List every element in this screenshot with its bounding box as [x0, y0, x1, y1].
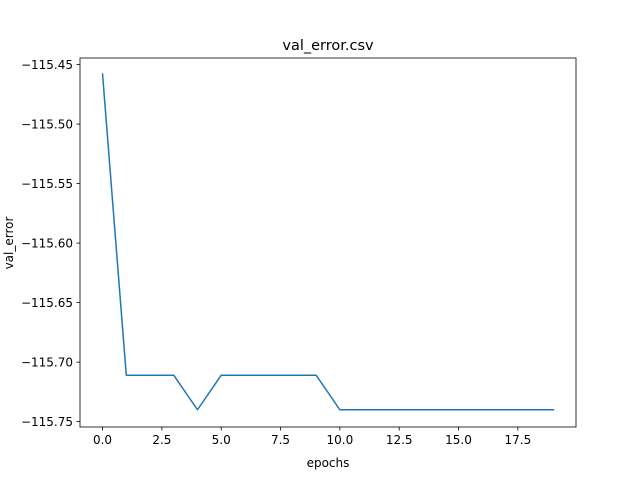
- y-tick-label: −115.60: [21, 236, 73, 250]
- x-tick-label: 7.5: [271, 433, 290, 447]
- y-tick-label: −115.45: [21, 58, 73, 72]
- y-tick-label: −115.70: [21, 355, 73, 369]
- y-tick-label: −115.55: [21, 177, 73, 191]
- x-tick-label: 10.0: [327, 433, 354, 447]
- x-tick-label: 12.5: [386, 433, 413, 447]
- x-tick-label: 17.5: [504, 433, 531, 447]
- chart-title: val_error.csv: [282, 38, 374, 54]
- y-tick-label: −115.75: [21, 415, 73, 429]
- y-tick-label: −115.65: [21, 296, 73, 310]
- x-axis-label: epochs: [307, 456, 350, 470]
- y-tick-label: −115.50: [21, 117, 73, 131]
- x-tick-label: 15.0: [445, 433, 472, 447]
- plot-area: 0.0 2.5 5.0 7.5 10.0 12.5 15.0 17.5 −115.45 −115.…: [21, 57, 577, 447]
- x-tick-label: 0.0: [93, 433, 112, 447]
- series-line: [101, 73, 555, 411]
- x-tick-label: 5.0: [212, 433, 231, 447]
- x-tick-label: 2.5: [152, 433, 171, 447]
- y-axis-label: val_error: [2, 217, 16, 270]
- axes-frame: [79, 57, 577, 428]
